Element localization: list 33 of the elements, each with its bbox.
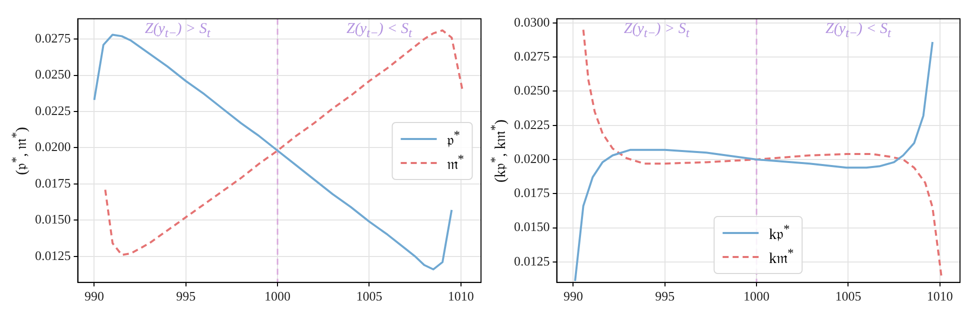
x-tick-label: 1010 [448,288,474,304]
y-tick-label: 0.0125 [35,248,71,263]
y-tick-label: 0.0175 [514,185,550,200]
annotation: Z(y$_{t−}$) < S$_{t}$ [346,20,412,41]
y-tick-label: 0.0200 [514,150,550,166]
y-tick-label: 0.0275 [35,30,71,46]
y-tick-label: 0.0200 [35,139,71,154]
annotation: Z(y$_{t−}$) > S$_{t}$ [624,20,690,41]
annotation: Z(y$_{t−}$) < S$_{t}$ [826,20,892,41]
y-tick-label: 0.0275 [514,48,550,64]
legend-label: k𝔪$^{*}$ [769,246,794,268]
legend-label: 𝔪$^{*}$ [446,152,464,174]
y-tick-label: 0.0150 [514,219,550,234]
y-tick-label: 0.0125 [514,253,550,268]
y-tick-label: 0.0300 [514,14,550,30]
x-tick-label: 1000 [264,288,291,304]
annotation: Z(y$_{t−}$) > S$_{t}$ [144,20,210,41]
x-tick-label: 1000 [744,288,770,304]
y-tick-label: 0.0225 [35,102,71,118]
y-tick-label: 0.0175 [35,175,71,190]
y-tick-label: 0.0250 [514,82,550,98]
x-tick-label: 995 [655,288,675,304]
x-tick-label: 1005 [835,288,862,304]
y-tick-label: 0.0250 [35,66,71,82]
x-tick-label: 990 [563,288,583,304]
y-tick-label: 0.0150 [35,212,71,227]
x-tick-label: 995 [176,288,196,304]
legend-label: 𝔭$^{*}$ [446,128,460,150]
x-tick-label: 1010 [926,288,953,304]
x-tick-label: 1005 [356,288,382,304]
x-tick-label: 990 [84,288,104,304]
y-tick-label: 0.0225 [514,116,550,132]
legend-label: k𝔭$^{*}$ [769,222,790,244]
